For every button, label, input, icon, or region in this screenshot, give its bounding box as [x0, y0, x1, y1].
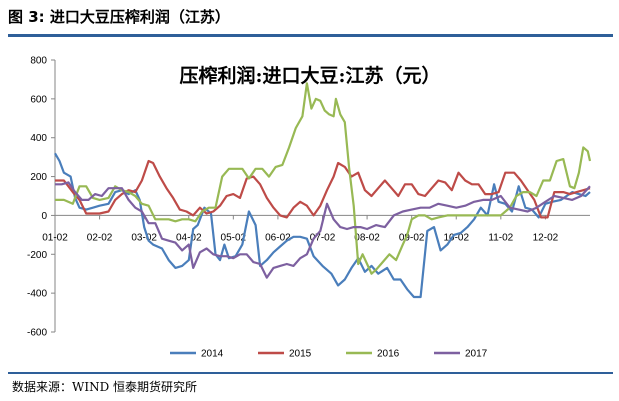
chart-series — [54, 82, 592, 299]
x-tick-label: 08-02 — [354, 232, 380, 243]
top-rule — [8, 34, 613, 37]
x-tick-label: 10-02 — [443, 232, 469, 243]
chart-legend: 2014 2015 2016 2017 — [170, 349, 488, 360]
chart-title: 压榨利润:进口大豆:江苏（元） — [179, 64, 440, 87]
legend-label-2016: 2016 — [377, 349, 400, 360]
source-note: 数据来源：WIND 恒泰期货研究所 — [12, 380, 198, 394]
x-tick-label: 06-02 — [265, 232, 291, 243]
legend-label-2014: 2014 — [201, 349, 224, 360]
x-tick-label: 05-02 — [221, 232, 247, 243]
y-tick-label: 600 — [30, 94, 47, 105]
y-tick-label: -600 — [27, 328, 47, 339]
series-line-2017 — [55, 181, 591, 279]
x-tick-label: 09-02 — [399, 232, 425, 243]
x-tick-label: 04-02 — [176, 232, 202, 243]
x-tick-label: 03-02 — [131, 232, 157, 243]
x-tick-label: 12-02 — [533, 232, 559, 243]
x-tick-label: 07-02 — [310, 232, 336, 243]
x-tick-label: 11-02 — [488, 232, 513, 243]
y-tick-label: 200 — [30, 172, 47, 183]
figure-title: 图 3: 进口大豆压榨利润（江苏） — [8, 8, 230, 26]
x-tick-label: 02-02 — [87, 232, 113, 243]
y-tick-label: -400 — [27, 289, 47, 300]
series-line-2014 — [54, 152, 591, 299]
y-tick-label: 400 — [30, 133, 47, 144]
legend-label-2015: 2015 — [289, 349, 312, 360]
bottom-rule — [8, 372, 613, 374]
x-tick-label: 01-02 — [42, 232, 68, 243]
legend-label-2017: 2017 — [465, 349, 488, 360]
y-tick-label: 0 — [41, 211, 47, 222]
series-line-2015 — [55, 159, 591, 219]
series-line-2016 — [55, 82, 592, 275]
y-tick-label: -200 — [27, 250, 47, 261]
y-tick-label: 800 — [30, 56, 47, 67]
